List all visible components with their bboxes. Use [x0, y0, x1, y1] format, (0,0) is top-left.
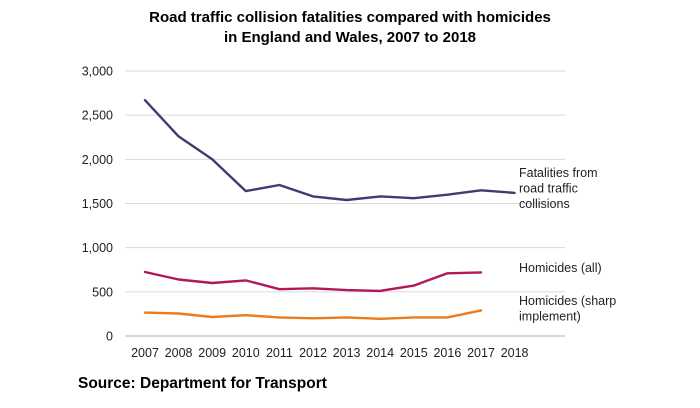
series-label-line: collisions — [519, 197, 570, 211]
series-label-line: road traffic — [519, 182, 578, 196]
x-tick-label: 2007 — [131, 346, 159, 360]
x-tick-label: 2012 — [299, 346, 327, 360]
x-tick-label: 2010 — [232, 346, 260, 360]
series-label: Homicides (sharp implement) — [519, 294, 616, 324]
series-line — [143, 99, 516, 202]
chart-title: Road traffic collision fatalities compar… — [0, 8, 700, 48]
y-tick-label: 500 — [92, 285, 113, 299]
x-tick-label: 2011 — [266, 346, 293, 360]
x-tick-label: 2013 — [333, 346, 361, 360]
x-tick-label: 2008 — [165, 346, 193, 360]
series-label: Homicides (all) — [519, 261, 602, 275]
x-tick-label: 2015 — [400, 346, 428, 360]
y-tick-label: 1,000 — [82, 241, 113, 255]
chart-title-line-1: Road traffic collision fatalities compar… — [149, 9, 551, 26]
source-note: Source: Department for Transport — [78, 375, 327, 392]
series-label-line: Fatalities from — [519, 166, 598, 180]
y-tick-label: 2,000 — [82, 153, 113, 167]
x-tick-label: 2016 — [433, 346, 461, 360]
x-tick-label: 2018 — [501, 346, 529, 360]
x-tick-label: 2017 — [467, 346, 495, 360]
x-tick-label: 2014 — [366, 346, 394, 360]
series-label-line: implement) — [519, 310, 581, 324]
series-label-line: Homicides (all) — [519, 261, 602, 275]
chart-title-line-2: in England and Wales, 2007 to 2018 — [223, 29, 477, 46]
y-tick-label: 2,500 — [82, 109, 113, 123]
y-tick-label: 0 — [106, 330, 113, 344]
series-line — [143, 309, 483, 320]
y-tick-label: 1,500 — [82, 197, 113, 211]
series-label-line: Homicides (sharp — [519, 294, 616, 308]
x-tick-label: 2009 — [198, 346, 226, 360]
series-label: Fatalities from road traffic collisions — [519, 166, 598, 211]
series-line — [143, 270, 483, 293]
y-tick-label: 3,000 — [82, 65, 113, 79]
